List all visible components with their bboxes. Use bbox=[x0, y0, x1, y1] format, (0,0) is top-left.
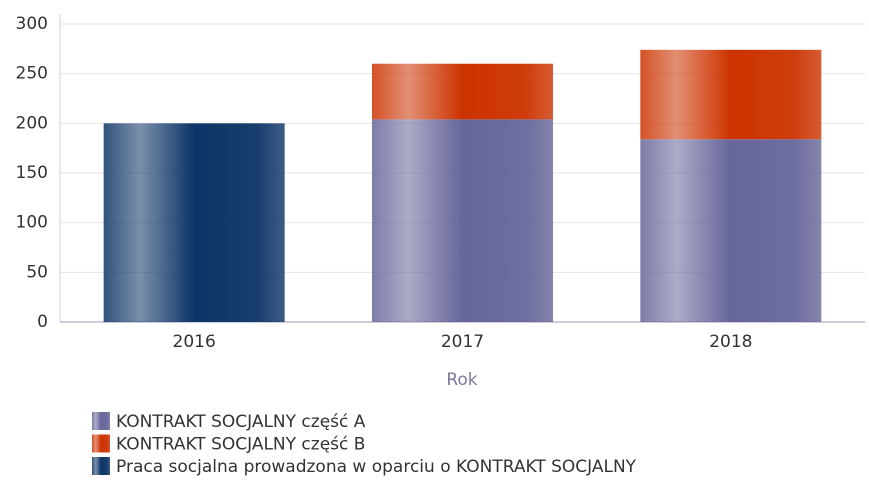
legend-label: KONTRAKT SOCJALNY część A bbox=[116, 412, 366, 432]
bar-segment bbox=[640, 139, 822, 322]
y-tick-label: 50 bbox=[26, 262, 48, 282]
bar-segment bbox=[372, 119, 553, 322]
bar-segment bbox=[103, 123, 285, 322]
bar-segment bbox=[640, 49, 822, 140]
x-tick-label: 2018 bbox=[709, 332, 752, 352]
y-tick-label: 0 bbox=[37, 312, 48, 332]
legend-swatch bbox=[92, 434, 110, 453]
y-tick-label: 150 bbox=[16, 163, 48, 183]
legend-label: Praca socjalna prowadzona w oparciu o KO… bbox=[116, 457, 637, 477]
x-tick-label: 2016 bbox=[173, 332, 216, 352]
y-tick-label: 100 bbox=[16, 213, 48, 233]
legend-label: KONTRAKT SOCJALNY część B bbox=[116, 435, 365, 455]
bar-segment bbox=[372, 63, 553, 120]
x-tick-label: 2017 bbox=[441, 332, 484, 352]
legend-swatch bbox=[92, 457, 110, 475]
x-axis-label: Rok bbox=[446, 370, 477, 390]
legend-swatch bbox=[92, 412, 110, 430]
y-tick-label: 200 bbox=[16, 113, 48, 133]
y-tick-label: 250 bbox=[16, 64, 48, 84]
y-tick-label: 300 bbox=[16, 14, 48, 34]
